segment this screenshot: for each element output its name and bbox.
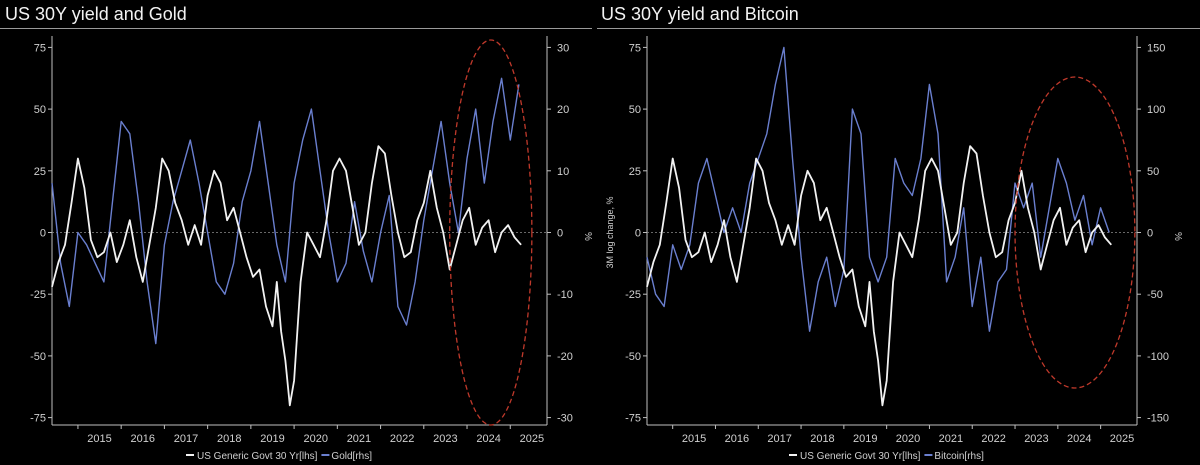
left-tick-label: -50: [625, 351, 641, 363]
left-tick-label: -75: [625, 413, 641, 425]
x-tick-label: 2024: [476, 433, 500, 445]
bitcoin-series-line: [646, 46, 1110, 332]
gold-chart-panel: US 30Y yield and Gold 75 50 25 0 -25 -50 -75 30…: [0, 0, 593, 465]
x-tick-label: 2020: [303, 433, 327, 445]
x-tick-label: 2018: [810, 433, 834, 445]
left-tick-label: 25: [34, 166, 46, 178]
chart-title: US 30Y yield and Bitcoin: [601, 4, 799, 24]
x-tick-label: 2022: [390, 433, 414, 445]
right-tick-label: 50: [1147, 166, 1159, 178]
right-tick-label: 0: [1147, 228, 1153, 240]
x-tick-label: 2024: [1067, 433, 1091, 445]
legend-label-asset: Bitcoin[rhs]: [934, 451, 984, 462]
legend-label-asset: Gold[rhs]: [331, 451, 372, 462]
bitcoin-yield-chart: 75 50 25 0 -25 -50 -75 150 100 50 0 -50 -100 -150% 3M …: [605, 36, 1183, 462]
gold-series-line: [51, 77, 520, 345]
left-tick-label: -50: [30, 351, 46, 363]
x-tick-label: 2021: [347, 433, 371, 445]
x-tick-label: 2016: [131, 433, 155, 445]
x-tick-label: 2018: [217, 433, 241, 445]
right-tick-label: 150: [1147, 42, 1165, 54]
highlight-ellipse: [449, 39, 533, 426]
right-tick-label: -50: [1147, 289, 1163, 301]
x-tick-label: 2020: [896, 433, 920, 445]
gold-yield-chart: 75 50 25 0 -25 -50 -75 30 20 10 0 -10 -20 -30% 2015 201…: [30, 36, 593, 462]
right-tick-label: -20: [557, 351, 573, 363]
x-tick-label: 2019: [853, 433, 877, 445]
right-tick-label: -10: [557, 289, 573, 301]
left-tick-label: 75: [34, 42, 46, 54]
left-tick-label: -75: [30, 413, 46, 425]
x-tick-label: 2025: [520, 433, 544, 445]
bitcoin-chart-panel: US 30Y yield and Bitcoin 75 50 25 0 -25 -50 -7…: [597, 0, 1200, 465]
yield-series-line: [646, 145, 1112, 407]
right-tick-label: 10: [557, 166, 569, 178]
x-tick-label: 2017: [174, 433, 198, 445]
x-tick-label: 2023: [433, 433, 457, 445]
x-tick-label: 2015: [682, 433, 706, 445]
right-tick-label: 20: [557, 104, 569, 116]
right-tick-label: -30: [557, 413, 573, 425]
legend-label-yield: US Generic Govt 30 Yr[lhs]: [800, 451, 921, 462]
left-tick-label: -25: [625, 289, 641, 301]
left-tick-label: 50: [629, 104, 641, 116]
x-tick-label: 2025: [1110, 433, 1134, 445]
x-tick-label: 2022: [981, 433, 1005, 445]
x-tick-label: 2015: [87, 433, 111, 445]
right-tick-label: 100: [1147, 104, 1165, 116]
left-tick-label: 75: [629, 42, 641, 54]
legend-label-yield: US Generic Govt 30 Yr[lhs]: [197, 451, 318, 462]
title-rule: [0, 28, 592, 29]
x-tick-label: 2016: [725, 433, 749, 445]
left-axis-label: 3M log change, %: [605, 196, 615, 268]
chart-title: US 30Y yield and Gold: [5, 4, 187, 24]
left-tick-label: 0: [635, 228, 641, 240]
x-tick-label: 2023: [1024, 433, 1048, 445]
highlight-ellipse: [1014, 76, 1136, 389]
left-tick-label: 50: [34, 104, 46, 116]
x-tick-label: 2019: [260, 433, 284, 445]
yield-series-line: [51, 145, 522, 407]
left-tick-label: 25: [629, 166, 641, 178]
right-tick-label: -150: [1147, 413, 1169, 425]
x-tick-label: 2017: [767, 433, 791, 445]
right-tick-label: 30: [557, 42, 569, 54]
x-tick-label: 2021: [939, 433, 963, 445]
right-axis-label: %: [1172, 232, 1183, 241]
right-tick-label: -100: [1147, 351, 1169, 363]
left-tick-label: -25: [30, 289, 46, 301]
right-axis-label: %: [582, 232, 593, 241]
left-tick-label: 0: [40, 228, 46, 240]
right-tick-label: 0: [557, 228, 563, 240]
title-rule: [597, 28, 1200, 29]
